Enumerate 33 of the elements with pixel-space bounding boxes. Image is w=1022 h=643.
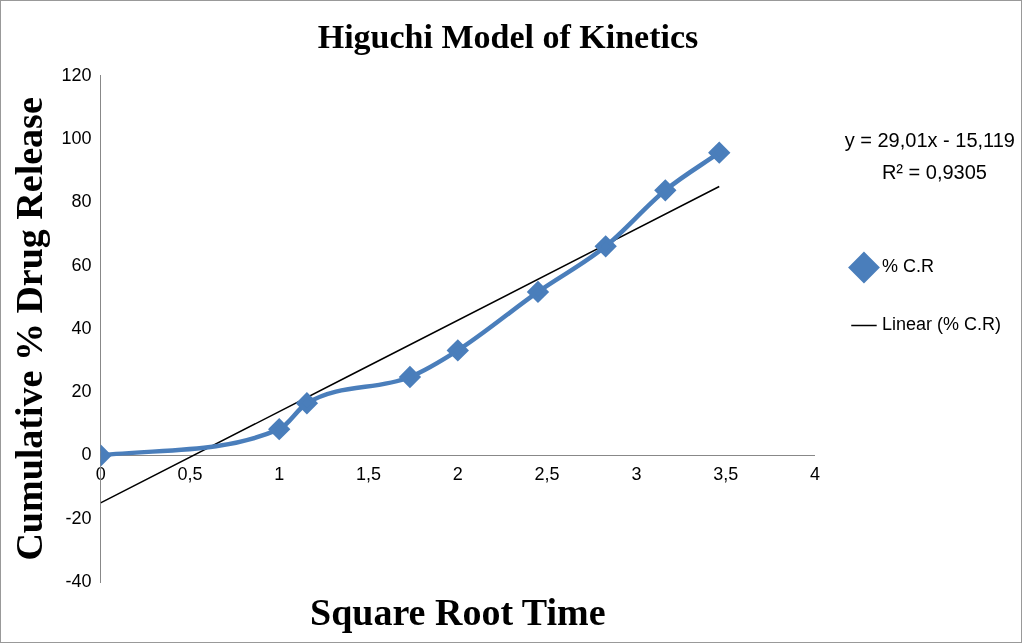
y-tick-label: 60 (71, 254, 92, 275)
y-tick-label: 120 (61, 64, 92, 85)
text: y = 29,01x - 15,119 (844, 128, 1015, 151)
legend-label: Linear (% C.R) (881, 314, 1001, 335)
y-tick-label: 0 (81, 444, 92, 465)
chart-title: Higuchi Model of Kinetics (317, 18, 699, 56)
x-tick-label: 4 (809, 464, 820, 485)
point (595, 236, 616, 257)
x-tick-label: 1,5 (355, 464, 382, 485)
point (399, 366, 421, 388)
y-tick-label: 20 (71, 381, 92, 402)
y-tick-label: 100 (61, 128, 92, 149)
y-axis-title: Cumulative % Drug Release (7, 97, 50, 561)
point (268, 418, 290, 440)
y-tick-label: 40 (71, 317, 92, 338)
y-tick-label: -20 (65, 507, 92, 528)
x-axis-title: Square Root Time (310, 590, 606, 633)
point (709, 142, 730, 163)
x-tick-label: 2,5 (534, 464, 560, 485)
legend-label: % C.R (881, 256, 934, 277)
x-tick-label: 3,5 (713, 464, 739, 485)
y-tick-label: -40 (65, 570, 92, 591)
point (527, 281, 549, 303)
x-tick-label: 0,5 (177, 464, 203, 485)
x-tick-label: 1 (274, 464, 285, 485)
y-tick-label: 80 (71, 191, 92, 212)
x-tick-label: 2 (452, 464, 463, 485)
point (447, 340, 469, 361)
x-tick-label: 3 (631, 464, 642, 485)
text: R² = 0,9305 (881, 160, 987, 183)
x-tick-label: 0 (95, 464, 106, 485)
point (296, 393, 318, 414)
point (655, 180, 676, 201)
